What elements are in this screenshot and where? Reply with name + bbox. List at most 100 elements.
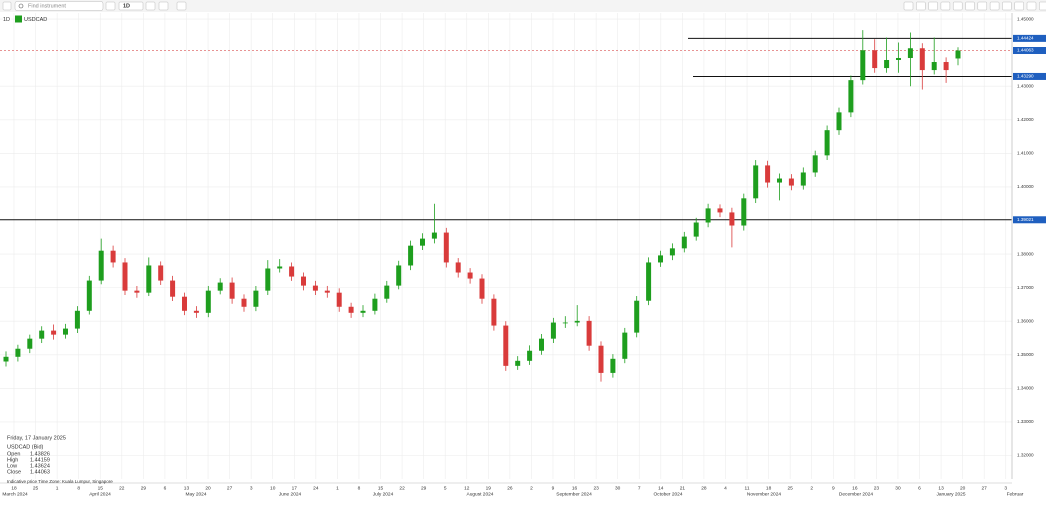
x-tick-label: 7 bbox=[638, 485, 641, 491]
x-tick-label: 29 bbox=[421, 485, 427, 491]
candle-body bbox=[860, 50, 866, 81]
y-tick-label: 1.35000 bbox=[1017, 352, 1034, 357]
info-label: Close bbox=[7, 469, 21, 475]
y-tick-label: 1.34000 bbox=[1017, 386, 1034, 391]
candle-body bbox=[182, 296, 187, 311]
grid-layer bbox=[0, 13, 1012, 483]
candle-body bbox=[824, 130, 830, 156]
month-label: December 2024 bbox=[839, 491, 873, 497]
x-tick-label: 1 bbox=[56, 485, 59, 491]
tool-button[interactable] bbox=[977, 1, 988, 11]
x-tick-label: 30 bbox=[895, 485, 901, 491]
candle-body bbox=[693, 222, 699, 237]
candle-body bbox=[658, 255, 663, 263]
month-label: April 2024 bbox=[89, 491, 111, 497]
month-label: Februar bbox=[1007, 491, 1024, 497]
interval-button[interactable] bbox=[118, 1, 144, 11]
candle-body bbox=[943, 62, 949, 71]
candle-body bbox=[681, 236, 687, 249]
x-tick-label: 3 bbox=[250, 485, 253, 491]
candle-body bbox=[277, 266, 283, 269]
candle-body bbox=[753, 165, 759, 199]
candle-body bbox=[610, 358, 616, 373]
tool-button[interactable] bbox=[1039, 1, 1046, 11]
tool-button[interactable] bbox=[1026, 1, 1037, 11]
level-label: 1.44424 bbox=[1017, 36, 1034, 41]
x-tick-label: 14 bbox=[658, 485, 664, 491]
candle-body bbox=[550, 322, 556, 339]
candle-body bbox=[622, 332, 628, 359]
level-tag bbox=[1013, 216, 1046, 224]
level-label: 1.39021 bbox=[1017, 217, 1034, 222]
info-panel: Friday, 17 January 2025 USDCAD (Bid) Ind… bbox=[7, 435, 113, 484]
month-label: July 2024 bbox=[373, 491, 394, 497]
candle-body bbox=[717, 208, 723, 213]
info-value: 1.44159 bbox=[30, 457, 50, 463]
x-tick-label: 2 bbox=[530, 485, 533, 491]
compare-button[interactable] bbox=[176, 1, 187, 11]
candle-body bbox=[800, 172, 806, 186]
info-footer: Indicative price Time Zone: Kuala Lumpur… bbox=[7, 479, 113, 484]
info-value: 1.43826 bbox=[30, 451, 50, 457]
interval-label: 1D bbox=[123, 4, 130, 10]
x-tick-label: 1 bbox=[336, 485, 339, 491]
tool-button[interactable] bbox=[989, 1, 1000, 11]
search-placeholder: Find instrument bbox=[28, 4, 66, 10]
candle-body bbox=[253, 290, 259, 307]
candle-body bbox=[896, 57, 901, 61]
tool-button[interactable] bbox=[1002, 1, 1012, 11]
x-tick-label: 20 bbox=[205, 485, 211, 491]
link-button[interactable] bbox=[2, 1, 12, 11]
x-tick-label: 4 bbox=[724, 485, 727, 491]
candle-body bbox=[372, 298, 378, 311]
level-tag bbox=[1013, 34, 1046, 42]
symbol-badge bbox=[15, 15, 22, 23]
month-label: October 2024 bbox=[653, 491, 682, 497]
info-value: 1.44063 bbox=[30, 469, 50, 475]
candle-body bbox=[63, 328, 68, 335]
search-box[interactable] bbox=[14, 1, 104, 11]
tool-button[interactable] bbox=[928, 1, 938, 11]
candle-body bbox=[669, 248, 675, 256]
x-tick-label: 27 bbox=[227, 485, 233, 491]
x-tick-label: 23 bbox=[874, 485, 880, 491]
candle-body bbox=[15, 348, 21, 357]
candle-body bbox=[217, 282, 223, 291]
tool-button[interactable] bbox=[903, 1, 914, 11]
month-label: September 2024 bbox=[556, 491, 592, 497]
candle-body bbox=[586, 320, 592, 346]
tool-button[interactable] bbox=[916, 1, 926, 11]
x-tick-label: 9 bbox=[552, 485, 555, 491]
candle-body bbox=[884, 60, 890, 69]
candle-body bbox=[408, 245, 414, 266]
candle-body bbox=[919, 48, 925, 71]
tool-button[interactable] bbox=[1014, 1, 1024, 11]
tool-button[interactable] bbox=[952, 1, 963, 11]
last-price-tag bbox=[1013, 47, 1046, 55]
settings-button[interactable] bbox=[158, 1, 169, 11]
x-tick-label: 17 bbox=[292, 485, 298, 491]
candle-body bbox=[907, 48, 913, 58]
x-tick-label: 29 bbox=[141, 485, 147, 491]
candle-body bbox=[98, 250, 104, 281]
x-tick-label: 16 bbox=[572, 485, 578, 491]
candle-body bbox=[301, 276, 306, 286]
x-tick-label: 9 bbox=[832, 485, 835, 491]
search-icon bbox=[18, 3, 24, 9]
toolbar-bg bbox=[0, 0, 1046, 12]
candle-body bbox=[134, 290, 140, 293]
tool-button[interactable] bbox=[965, 1, 975, 11]
add-button[interactable] bbox=[105, 1, 116, 11]
x-tick-label: 10 bbox=[270, 485, 276, 491]
x-tick-label: 16 bbox=[852, 485, 858, 491]
x-tick-label: 3 bbox=[1004, 485, 1007, 491]
candle-body bbox=[265, 268, 271, 291]
candle-body bbox=[289, 266, 295, 277]
refresh-button[interactable] bbox=[145, 1, 156, 11]
tool-button[interactable] bbox=[940, 1, 951, 11]
info-date: Friday, 17 January 2025 bbox=[7, 435, 66, 441]
candle-body bbox=[27, 338, 33, 349]
candle-body bbox=[788, 178, 794, 186]
info-value: 1.43624 bbox=[30, 463, 50, 469]
